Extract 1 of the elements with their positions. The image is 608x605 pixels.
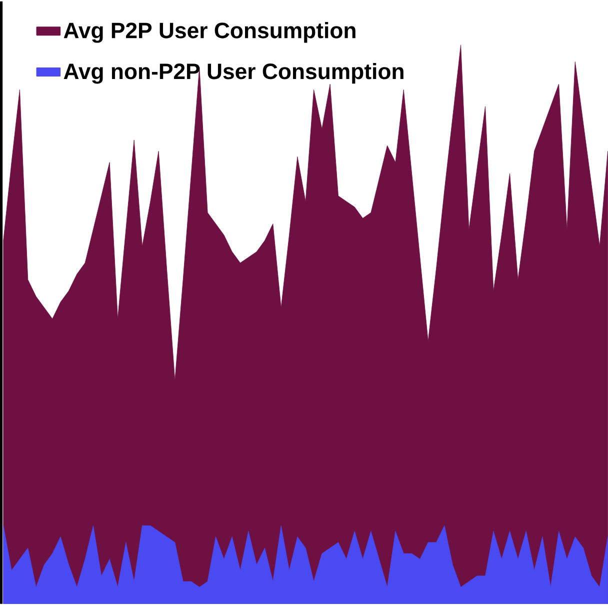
legend-label: Avg P2P User Consumption (64, 22, 356, 43)
